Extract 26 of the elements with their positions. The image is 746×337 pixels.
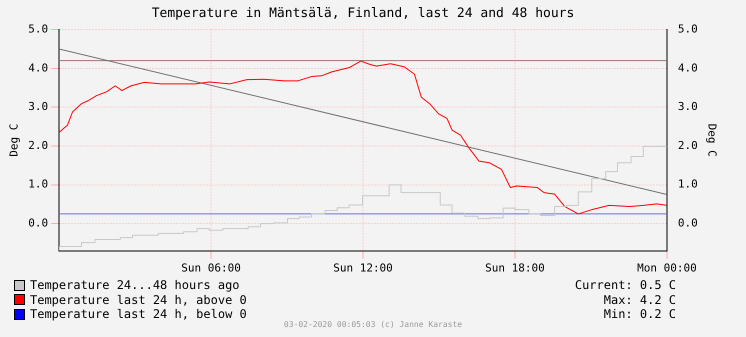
y-tick-label: 1.0 <box>28 178 48 191</box>
y2-tick-label: 3.0 <box>678 100 698 114</box>
legend-label: Temperature last 24 h, above 0 <box>30 292 247 307</box>
x-tick-label: Sun 12:00 <box>333 261 393 274</box>
y2-tick-label: 0.0 <box>678 216 698 230</box>
text: Current: 0.5 C <box>574 278 676 292</box>
legend-label: Temperature 24...48 hours ago <box>30 278 240 292</box>
y-tick-label: 2.0 <box>28 138 48 152</box>
y2-axis-title: Deg C <box>706 124 719 157</box>
text: Min: 0.2 C <box>602 307 676 322</box>
y-axis-title: Deg C <box>7 124 20 157</box>
x-tick-label: Sun 06:00 <box>181 261 241 274</box>
y2-tick-label: 4.0 <box>678 61 698 74</box>
chart-title: Temperature in Mäntsälä, Finland, last 24 and 48 hours <box>152 6 574 22</box>
x-tick-label: Sun 18:00 <box>485 261 545 274</box>
y2-tick-label: 1.0 <box>678 178 698 191</box>
y-tick-label: 3.0 <box>28 100 48 114</box>
x-tick-label: Mon 00:00 <box>637 261 697 274</box>
legend-label: Temperature last 24 h, below 0 <box>30 307 247 322</box>
y2-tick-label: 5.0 <box>678 22 698 36</box>
text: Max: 4.2 C <box>602 292 676 307</box>
y2-tick-label: 2.0 <box>678 138 698 152</box>
y-tick-label: 0.0 <box>28 216 48 230</box>
y-tick-label: 4.0 <box>28 61 48 74</box>
text: 03-02-2020 00:05:03 (c) Janne Karaste <box>282 320 464 329</box>
y-tick-label: 5.0 <box>28 22 48 36</box>
